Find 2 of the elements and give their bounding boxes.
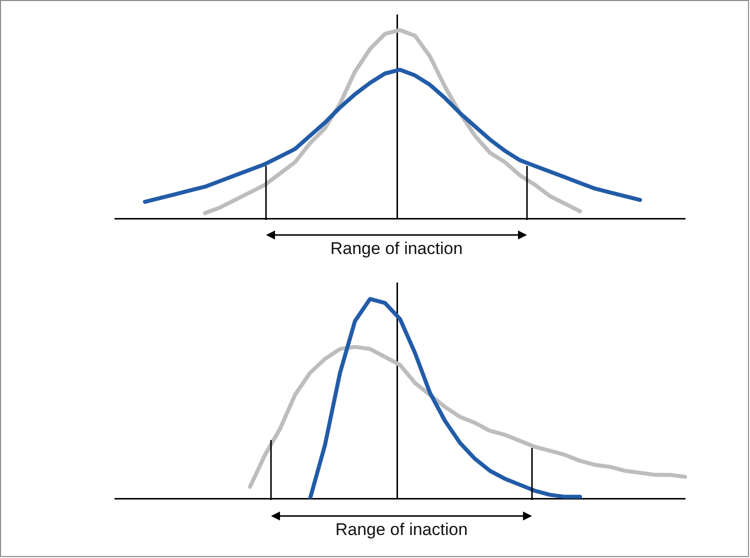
text: Range of inaction [330,239,463,258]
text: Range of inaction [335,520,468,540]
